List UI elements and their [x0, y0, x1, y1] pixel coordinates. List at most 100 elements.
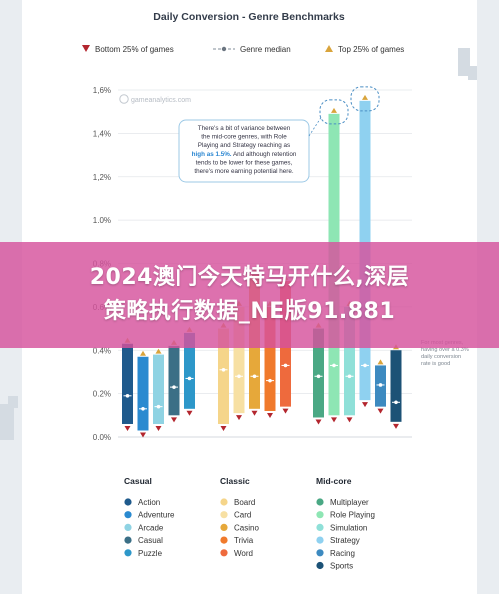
genre-label: Puzzle	[138, 549, 163, 558]
genre-swatch	[220, 511, 228, 519]
bottom-marker	[251, 410, 258, 416]
bar-adventure	[137, 356, 149, 431]
legend-top-marker	[325, 45, 333, 52]
bottom-marker	[236, 415, 242, 421]
genre-swatch	[220, 536, 228, 544]
y-tick-label: 0.2%	[93, 390, 111, 399]
bottom-marker	[362, 402, 368, 408]
bar-card	[233, 306, 245, 414]
genre-swatch	[220, 498, 228, 506]
genre-swatch	[316, 549, 324, 557]
bottom-marker	[220, 425, 227, 431]
genre-label: Card	[234, 511, 251, 520]
callout-line: high as 1.5%. And although retention	[192, 151, 297, 158]
side-note-line: daily conversion	[421, 354, 461, 360]
group-label-classic: Classic	[220, 476, 250, 486]
genre-legend: Casual Action Adventure Arcade Casual Puzzle C…	[124, 476, 375, 571]
genre-swatch	[316, 523, 324, 532]
group-label-mid-core: Mid-core	[316, 476, 352, 486]
genre-label: Adventure	[138, 511, 175, 520]
watermark-logo-icon	[119, 94, 129, 104]
decorative-stripe	[468, 66, 477, 80]
bar-puzzle	[184, 332, 195, 409]
banner-line-1: 2024澳门今天特马开什么,深层	[89, 265, 410, 290]
banner-line-2: 策略执行数据_NE版91.881	[103, 299, 396, 324]
bottom-marker	[331, 417, 337, 423]
genre-swatch	[124, 549, 132, 557]
genre-swatch	[124, 511, 132, 519]
decorative-stripe	[8, 396, 18, 408]
legend-median-label: Genre median	[240, 45, 291, 54]
watermark: gameanalytics.com	[119, 94, 191, 104]
median-marker	[237, 374, 241, 379]
median-marker	[252, 374, 257, 379]
genre-swatch	[220, 523, 228, 532]
genre-swatch	[124, 523, 132, 532]
top-marker	[140, 350, 146, 356]
legend: Bottom 25% of games Genre median Top 25% o…	[82, 45, 404, 54]
median-marker	[332, 363, 336, 368]
side-note-line: having over a 0.3%	[421, 347, 469, 353]
median-marker	[156, 404, 161, 409]
genre-label: Trivia	[234, 536, 254, 545]
median-marker	[394, 400, 398, 405]
bar-action	[122, 343, 133, 424]
top-marker	[377, 359, 384, 365]
highlight-circle	[350, 86, 380, 112]
median-marker	[347, 374, 352, 379]
bottom-marker	[377, 408, 384, 414]
genre-label: Role Playing	[330, 511, 375, 520]
genre-label: Casual	[138, 536, 163, 545]
genre-label: Strategy	[330, 536, 360, 545]
callout-highlight: high as 1.5%.	[192, 151, 232, 158]
genre-label: Multiplayer	[330, 498, 369, 507]
bottom-marker	[282, 408, 289, 414]
watermark-text: gameanalytics.com	[131, 97, 191, 104]
bar-trivia	[264, 306, 276, 411]
legend-top-label: Top 25% of games	[338, 45, 404, 54]
legend-bottom-label: Bottom 25% of games	[95, 45, 174, 54]
median-marker	[283, 363, 288, 368]
genre-swatch	[316, 498, 324, 506]
median-marker	[141, 407, 145, 411]
bottom-marker	[267, 412, 273, 418]
median-marker	[363, 363, 367, 368]
genre-swatch	[124, 498, 132, 506]
highlight-circle	[319, 99, 349, 125]
genre-label: Simulation	[330, 523, 367, 532]
bottom-marker	[346, 417, 353, 423]
genre-label: Action	[138, 498, 160, 507]
median-marker	[172, 385, 176, 389]
top-marker	[331, 107, 337, 113]
genre-label: Board	[234, 498, 255, 507]
legend-median-marker	[221, 46, 227, 52]
genre-label: Arcade	[138, 523, 164, 532]
genre-swatch	[124, 536, 132, 544]
y-tick-label: 1,2%	[93, 173, 111, 182]
callout-box	[178, 119, 310, 183]
y-tick-label: 1,6%	[93, 86, 111, 95]
bar-simulation	[344, 306, 355, 416]
callout-line: There's a bit of variance between	[198, 125, 291, 132]
bar-sports	[390, 350, 402, 422]
y-tick-label: 0.0%	[93, 433, 111, 442]
legend-bottom-marker	[82, 45, 90, 52]
decorative-stripe	[458, 48, 470, 76]
y-tick-label: 1.0%	[93, 216, 111, 225]
bottom-marker	[171, 417, 177, 423]
callout-line: there's more earning potential here.	[194, 168, 293, 175]
callout-line: Playing and Strategy reaching as	[198, 142, 290, 149]
top-marker	[362, 94, 368, 100]
bottom-marker	[155, 425, 162, 431]
bottom-marker	[140, 432, 146, 438]
chart-title: Daily Conversion - Genre Benchmarks	[153, 11, 345, 23]
top-marker	[155, 348, 162, 354]
median-marker	[378, 383, 383, 387]
genre-swatch	[316, 561, 324, 570]
median-marker	[125, 393, 130, 398]
genre-swatch	[220, 549, 228, 557]
bottom-marker	[186, 410, 193, 416]
y-tick-label: 0.4%	[93, 346, 111, 355]
bottom-marker	[315, 419, 322, 425]
bottom-marker	[124, 425, 131, 431]
